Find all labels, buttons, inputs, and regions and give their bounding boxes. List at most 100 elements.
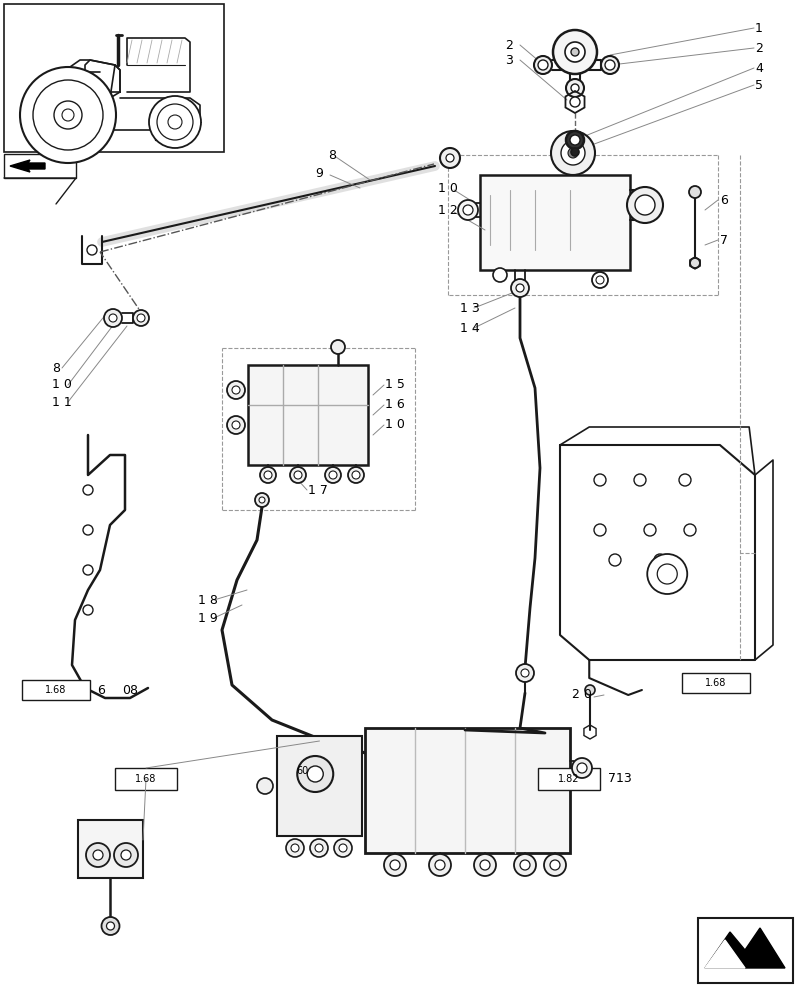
Circle shape — [83, 525, 93, 535]
Text: 1 5: 1 5 — [384, 378, 405, 391]
Text: 1 0: 1 0 — [384, 418, 405, 432]
Circle shape — [389, 860, 400, 870]
Text: 1 2: 1 2 — [437, 204, 457, 217]
Circle shape — [604, 60, 614, 70]
Circle shape — [133, 310, 148, 326]
Circle shape — [689, 186, 700, 198]
Bar — [479, 175, 629, 270]
Circle shape — [584, 685, 594, 695]
Circle shape — [121, 850, 131, 860]
Bar — [247, 365, 367, 465]
Circle shape — [568, 148, 577, 158]
Circle shape — [549, 860, 560, 870]
Text: 2 0: 2 0 — [571, 688, 591, 702]
Circle shape — [565, 79, 583, 97]
Circle shape — [594, 524, 605, 536]
Circle shape — [569, 97, 579, 107]
Bar — [538, 768, 599, 790]
Circle shape — [534, 56, 551, 74]
Circle shape — [551, 131, 594, 175]
Circle shape — [570, 84, 578, 92]
Circle shape — [101, 917, 119, 935]
Circle shape — [552, 30, 596, 74]
Circle shape — [348, 467, 363, 483]
Circle shape — [227, 381, 245, 399]
Text: 5: 5 — [754, 79, 762, 92]
Circle shape — [106, 922, 114, 930]
Bar — [697, 918, 792, 983]
Circle shape — [600, 56, 618, 74]
Text: 1.68: 1.68 — [705, 678, 726, 688]
Circle shape — [168, 115, 182, 129]
Circle shape — [513, 854, 535, 876]
Circle shape — [290, 844, 298, 852]
Text: 1.68: 1.68 — [45, 685, 67, 695]
Circle shape — [83, 565, 93, 575]
Bar — [4, 154, 76, 178]
Text: 6: 6 — [97, 684, 105, 696]
Circle shape — [519, 860, 530, 870]
Circle shape — [683, 524, 695, 536]
Text: 713: 713 — [607, 772, 631, 786]
Circle shape — [257, 778, 272, 794]
Circle shape — [331, 340, 345, 354]
Text: 6: 6 — [719, 194, 727, 207]
Circle shape — [310, 839, 328, 857]
Circle shape — [570, 148, 578, 156]
Text: 60: 60 — [296, 766, 308, 776]
Circle shape — [643, 524, 655, 536]
Text: 1 9: 1 9 — [198, 611, 217, 624]
Circle shape — [294, 471, 302, 479]
Circle shape — [54, 101, 82, 129]
Polygon shape — [704, 928, 784, 968]
Polygon shape — [10, 160, 45, 172]
Circle shape — [114, 843, 138, 867]
Circle shape — [515, 664, 534, 682]
Text: 3: 3 — [504, 54, 513, 67]
Circle shape — [93, 850, 103, 860]
Text: 4: 4 — [754, 62, 762, 75]
Circle shape — [633, 474, 646, 486]
Bar — [115, 768, 177, 790]
Text: 1 0: 1 0 — [437, 182, 457, 195]
Circle shape — [538, 60, 547, 70]
Bar — [365, 728, 569, 853]
Circle shape — [328, 471, 337, 479]
Circle shape — [104, 309, 122, 327]
Circle shape — [678, 474, 690, 486]
Circle shape — [569, 135, 579, 145]
Circle shape — [333, 839, 351, 857]
Text: 1 6: 1 6 — [384, 398, 404, 412]
Circle shape — [255, 493, 268, 507]
Circle shape — [608, 554, 620, 566]
Circle shape — [232, 421, 240, 429]
Text: 1 0: 1 0 — [52, 378, 72, 391]
Circle shape — [571, 758, 591, 778]
Circle shape — [384, 854, 406, 876]
Circle shape — [474, 854, 496, 876]
Text: 9: 9 — [315, 167, 323, 180]
Circle shape — [565, 131, 583, 149]
Circle shape — [227, 416, 245, 434]
Circle shape — [307, 766, 323, 782]
Circle shape — [462, 205, 473, 215]
Circle shape — [570, 48, 578, 56]
Bar — [22, 680, 90, 700]
Bar — [277, 736, 362, 836]
Text: 08: 08 — [122, 684, 138, 696]
Circle shape — [521, 669, 528, 677]
Circle shape — [297, 756, 333, 792]
Circle shape — [492, 268, 506, 282]
Circle shape — [259, 497, 264, 503]
Circle shape — [338, 844, 346, 852]
Circle shape — [428, 854, 450, 876]
Circle shape — [560, 141, 584, 165]
Text: 1.82: 1.82 — [558, 774, 579, 784]
Circle shape — [232, 386, 240, 394]
Circle shape — [109, 314, 117, 322]
Circle shape — [445, 154, 453, 162]
Text: 8: 8 — [52, 361, 60, 374]
Text: 1 7: 1 7 — [307, 484, 328, 496]
Text: 1 8: 1 8 — [198, 593, 217, 606]
Text: 2: 2 — [504, 39, 513, 52]
